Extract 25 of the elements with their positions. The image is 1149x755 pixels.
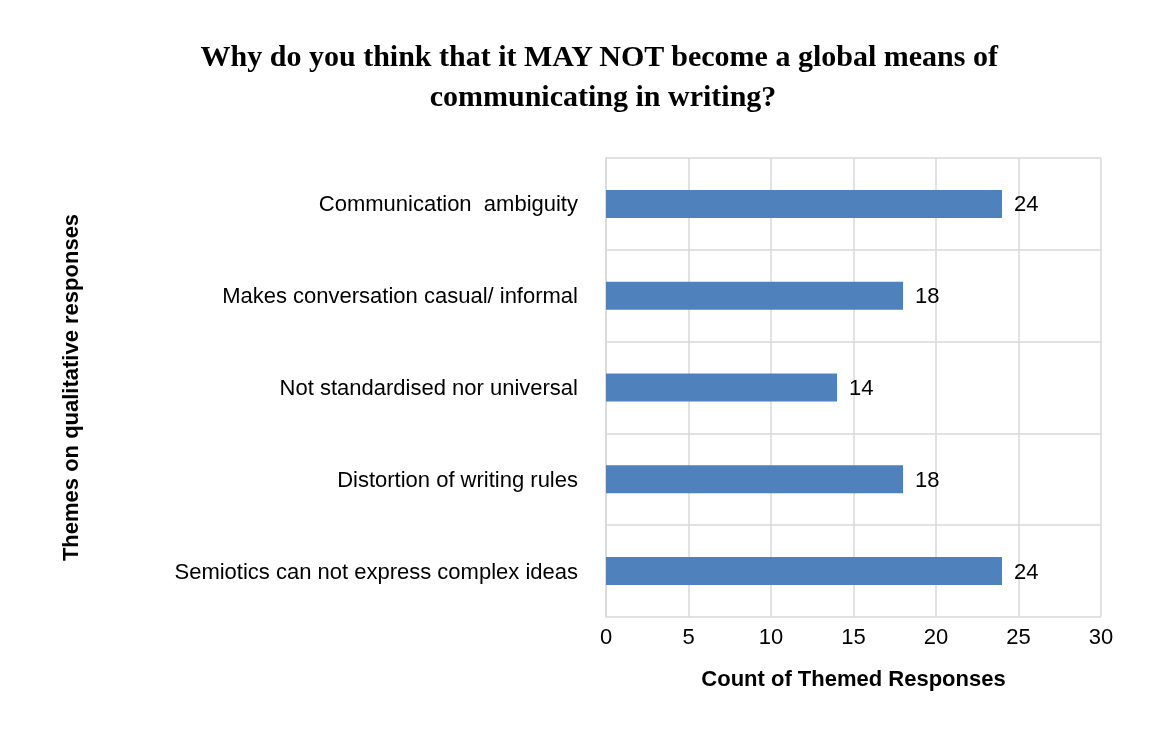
y-axis-title: Themes on qualitative responses <box>57 213 83 562</box>
y-tick-label: Semiotics can not express complex ideas <box>174 558 578 584</box>
y-tick-label: Communication ambiguity <box>318 191 578 217</box>
data-label: 24 <box>1014 191 1039 217</box>
bar <box>606 189 1002 218</box>
bar <box>606 373 837 402</box>
y-tick-label: Distortion of writing rules <box>337 466 578 492</box>
data-label: 24 <box>1014 558 1039 584</box>
x-tick-label: 30 <box>1088 623 1114 649</box>
chart-title: Why do you think that it MAY NOT become a global means of communicating in writing? <box>200 38 1006 112</box>
x-tick-label: 15 <box>841 623 866 649</box>
data-label: 18 <box>915 283 940 309</box>
y-tick-label: Makes conversation casual/ informal <box>222 283 578 309</box>
bar <box>606 557 1002 586</box>
x-tick-label: 20 <box>923 623 949 649</box>
bar <box>606 281 903 310</box>
data-label: 14 <box>849 375 874 400</box>
x-tick-label: 0 <box>599 623 613 649</box>
x-tick-label: 10 <box>758 623 784 649</box>
bar <box>606 465 903 494</box>
x-tick-label: 25 <box>1006 623 1031 649</box>
y-tick-label: Not standardised nor universal <box>279 375 578 400</box>
data-label: 18 <box>915 466 940 492</box>
x-axis-title: Count of Themed Responses <box>701 665 1006 691</box>
x-tick-label: 5 <box>682 623 695 649</box>
